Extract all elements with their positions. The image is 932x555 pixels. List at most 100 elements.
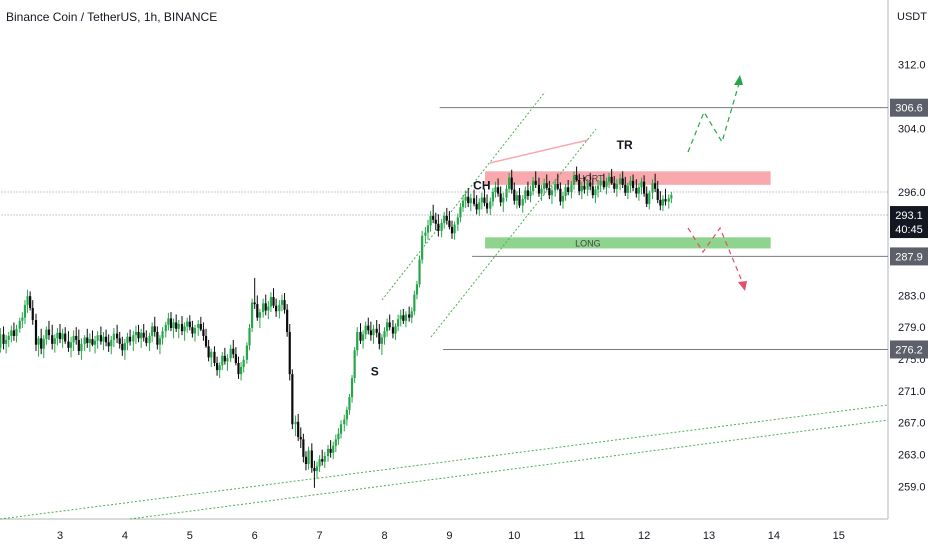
y-tick-label: 296.0: [898, 187, 926, 199]
candle-body: [204, 335, 208, 347]
candle-body: [283, 300, 286, 310]
candle-body: [494, 187, 497, 192]
candle-body: [640, 181, 643, 188]
candle-body: [378, 332, 381, 344]
candle-body: [348, 397, 351, 410]
candle-body: [434, 219, 437, 224]
candle-body: [502, 197, 505, 203]
candle-body: [267, 306, 270, 311]
x-tick-label: 7: [317, 530, 323, 542]
candle-body: [605, 181, 608, 188]
candle-body: [45, 329, 48, 340]
candle-body: [40, 338, 43, 349]
candle-body: [402, 315, 405, 321]
candle-body: [210, 351, 213, 358]
candle-body: [505, 188, 508, 198]
candle-body: [169, 318, 173, 328]
candle-body: [515, 195, 518, 201]
candle-body: [53, 338, 56, 344]
candle-body: [64, 333, 67, 342]
y-tick-label: 279.0: [898, 322, 926, 334]
candle-body: [128, 336, 132, 342]
candle-body: [385, 322, 389, 332]
candle-body: [586, 182, 589, 190]
candle-body: [594, 189, 597, 196]
candle-body: [602, 180, 605, 188]
candle-body: [670, 195, 673, 199]
y-tick-label: 304.0: [898, 123, 926, 135]
channel-line: [430, 128, 597, 338]
candle-body: [291, 374, 294, 425]
price-label-text: 306.6: [895, 103, 923, 115]
price-label-box: [890, 340, 928, 359]
candle-body: [10, 330, 13, 336]
x-tick-label: 12: [638, 530, 650, 542]
candle-body: [239, 366, 243, 375]
price-label-box: [890, 206, 928, 239]
candle-body: [548, 188, 551, 196]
candle-body: [237, 362, 240, 375]
annotation-tr: TR: [617, 138, 633, 152]
candle-body: [418, 259, 421, 285]
candle-body: [142, 332, 145, 338]
candle-body: [286, 309, 289, 332]
candle-body: [126, 336, 129, 344]
candle-body: [508, 177, 511, 189]
candle-body: [116, 333, 119, 339]
candle-body: [445, 215, 448, 221]
candle-body: [556, 184, 559, 189]
candle-body: [664, 199, 667, 202]
candle-body: [635, 188, 638, 194]
candle-body: [364, 325, 367, 335]
candle-body: [229, 348, 232, 359]
candle-body: [172, 322, 175, 328]
annotation-ch: CH: [473, 179, 490, 193]
candle-body: [550, 190, 554, 196]
candle-body: [432, 215, 435, 220]
candle-body: [648, 192, 651, 204]
candle-body: [207, 346, 210, 358]
x-tick-label: 13: [703, 530, 715, 542]
candle-body: [532, 180, 535, 192]
candle-body: [424, 232, 427, 236]
candle-body: [278, 304, 281, 312]
candle-body: [410, 311, 413, 318]
candle-body: [443, 215, 446, 224]
candle-body: [242, 359, 245, 367]
candle-body: [321, 459, 324, 462]
candle-body: [269, 296, 273, 307]
candle-body: [589, 182, 592, 187]
x-tick-label: 8: [381, 530, 387, 542]
candle-body: [202, 329, 205, 336]
candle-body: [621, 178, 624, 185]
candle-body: [197, 324, 200, 328]
candle-body: [215, 362, 219, 371]
candle-body: [437, 223, 440, 231]
candle-body: [188, 321, 191, 328]
candle-body: [302, 439, 305, 457]
candle-body: [440, 223, 443, 231]
candle-body: [140, 332, 143, 339]
candle-body: [572, 175, 576, 185]
projection-up-arrowhead: [734, 75, 743, 85]
candle-body: [0, 334, 2, 348]
price-label-text: 287.9: [895, 251, 923, 263]
candle-body: [253, 302, 256, 305]
price-label-text: 293.1: [895, 210, 923, 222]
y-tick-label: 312.0: [898, 60, 926, 72]
candle-body: [193, 327, 197, 334]
candle-body: [591, 186, 594, 196]
candle-body: [191, 327, 194, 334]
candle-body: [258, 312, 261, 318]
zone-short: [485, 171, 771, 185]
candle-body: [615, 184, 618, 189]
candle-body: [161, 331, 164, 339]
candle-body: [467, 196, 470, 204]
y-tick-label: 263.0: [898, 449, 926, 461]
candle-body: [350, 378, 354, 398]
candle-body: [58, 332, 62, 340]
candle-body: [256, 304, 259, 318]
candle-body: [375, 328, 378, 333]
candle-body: [315, 466, 319, 472]
